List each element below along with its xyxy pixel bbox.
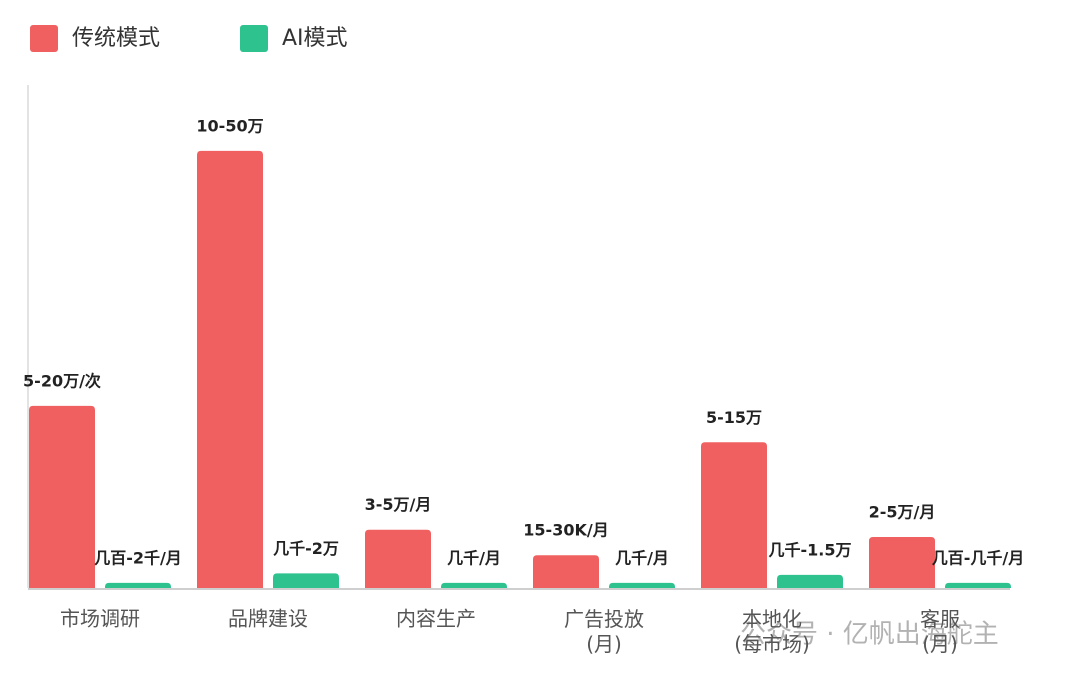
- bar: [777, 574, 843, 588]
- bar: [869, 537, 935, 588]
- legend-label: AI模式: [282, 26, 348, 51]
- value-label: 3-5万/月: [365, 495, 432, 514]
- value-label: 几百-几千/月: [932, 548, 1025, 567]
- bar: [701, 442, 767, 588]
- value-label: 10-50万: [196, 116, 263, 135]
- x-tick-label: 内容生产: [396, 607, 476, 631]
- bar: [609, 582, 675, 588]
- value-label: 几百-2千/月: [94, 548, 182, 567]
- value-label: 几千-1.5万: [769, 540, 852, 559]
- value-label: 几千-2万: [273, 539, 339, 558]
- value-label: 15-30K/月: [523, 521, 608, 540]
- value-label: 5-15万: [706, 408, 762, 427]
- bar: [197, 150, 263, 588]
- value-label: 几千/月: [447, 548, 501, 567]
- x-tick-label: 本地化(每市场): [734, 607, 810, 656]
- x-tick-label: 品牌建设: [228, 607, 308, 631]
- x-tick-label: 广告投放(月): [564, 607, 644, 656]
- bar: [945, 582, 1011, 588]
- value-label: 2-5万/月: [869, 503, 936, 522]
- bar: [441, 582, 507, 588]
- bar: [533, 555, 599, 588]
- x-tick-label: 客服(月): [920, 607, 960, 656]
- value-label: 几千/月: [615, 548, 669, 567]
- legend-label: 传统模式: [72, 26, 160, 51]
- legend-swatch: [240, 25, 268, 52]
- x-tick-label: 市场调研: [60, 607, 140, 631]
- legend-swatch: [30, 25, 58, 52]
- bar: [273, 573, 339, 588]
- value-label: 5-20万/次: [23, 371, 101, 390]
- bar: [365, 529, 431, 588]
- bar: [29, 405, 95, 588]
- bar: [105, 582, 171, 588]
- watermark: 公众号 · 亿帆出海舵主: [740, 620, 999, 650]
